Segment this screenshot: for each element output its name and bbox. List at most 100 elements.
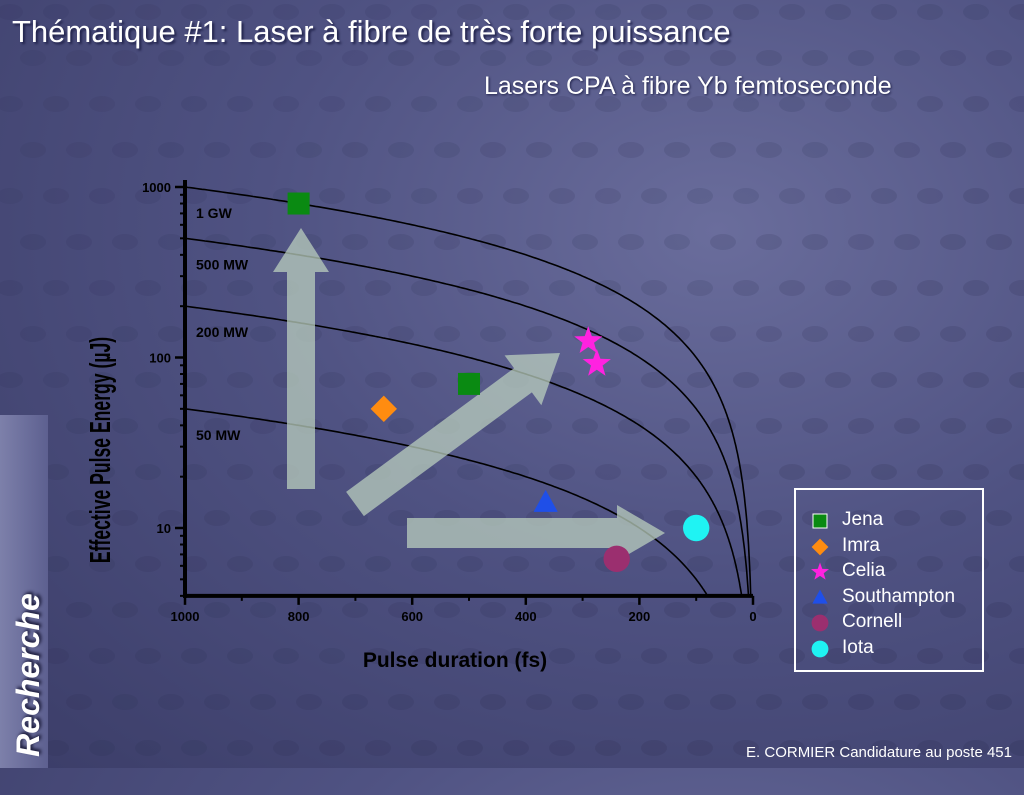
cornell-data-point	[603, 545, 630, 572]
y-tick-label: 1000	[142, 180, 171, 195]
background-dot	[618, 418, 644, 434]
background-dot	[365, 4, 391, 20]
background-dot	[687, 740, 713, 756]
background-dot	[89, 740, 115, 756]
background-dot	[710, 510, 736, 526]
background-dot	[480, 50, 506, 66]
background-dot	[411, 648, 437, 664]
background-dot	[687, 372, 713, 388]
background-dot	[135, 96, 161, 112]
background-dot	[342, 326, 368, 342]
iso-power-label: 500 MW	[196, 256, 249, 272]
background-dot	[848, 142, 874, 158]
background-dot	[825, 188, 851, 204]
background-dot	[342, 418, 368, 434]
background-dot	[250, 510, 276, 526]
southampton-legend-marker-icon	[812, 589, 828, 604]
jena-legend-symbol	[812, 513, 828, 529]
background-dot	[204, 142, 230, 158]
background-dot	[871, 648, 897, 664]
background-dot	[227, 4, 253, 20]
background-dot	[595, 4, 621, 20]
background-dot	[89, 372, 115, 388]
background-dot	[733, 280, 759, 296]
background-dot	[158, 694, 184, 710]
slide-title: Thématique #1: Laser à fibre de très for…	[12, 14, 731, 49]
background-dot	[687, 556, 713, 572]
iso-power-curve	[184, 305, 743, 596]
background-dot	[365, 740, 391, 756]
background-dot	[181, 188, 207, 204]
background-dot	[802, 602, 828, 618]
background-dot	[227, 556, 253, 572]
background-dot	[250, 142, 276, 158]
trend-arrows	[273, 228, 665, 561]
background-dot	[986, 510, 1012, 526]
vertical-trend-arrow	[273, 228, 329, 489]
background-dot	[388, 418, 414, 434]
background-dot	[503, 4, 529, 20]
background-dot	[710, 694, 736, 710]
legend-label: Cornell	[842, 611, 903, 632]
background-dot	[894, 326, 920, 342]
x-tick-label: 800	[288, 609, 310, 624]
background-dot	[158, 510, 184, 526]
background-dot	[227, 372, 253, 388]
background-dot	[158, 418, 184, 434]
background-dot	[595, 372, 621, 388]
background-dot	[457, 556, 483, 572]
background-dot	[710, 50, 736, 66]
background-dot	[756, 234, 782, 250]
background-dot	[388, 50, 414, 66]
background-dot	[641, 96, 667, 112]
background-dot	[641, 464, 667, 480]
background-dot	[411, 188, 437, 204]
background-dot	[135, 4, 161, 20]
background-dot	[710, 234, 736, 250]
background-dot	[986, 234, 1012, 250]
background-dot	[434, 234, 460, 250]
background-dot	[825, 4, 851, 20]
background-dot	[227, 188, 253, 204]
background-dot	[641, 188, 667, 204]
background-dot	[319, 740, 345, 756]
background-dot	[273, 556, 299, 572]
background-dot	[1009, 280, 1024, 296]
background-dot	[549, 188, 575, 204]
background-dot	[365, 556, 391, 572]
southampton-legend-symbol	[812, 589, 828, 604]
background-dot	[158, 602, 184, 618]
background-dot	[572, 234, 598, 250]
background-dot	[434, 326, 460, 342]
background-dot	[250, 234, 276, 250]
background-dot	[549, 96, 575, 112]
background-dot	[940, 694, 966, 710]
background-dot	[457, 648, 483, 664]
background-dot	[940, 234, 966, 250]
background-dot	[641, 280, 667, 296]
iso-power-label: 1 GW	[196, 205, 233, 221]
background-dot	[848, 326, 874, 342]
background-dot	[204, 50, 230, 66]
background-dot	[848, 510, 874, 526]
background-dot	[549, 280, 575, 296]
background-dot	[480, 142, 506, 158]
background-dot	[1009, 740, 1024, 756]
background-dot	[871, 280, 897, 296]
background-dot	[687, 464, 713, 480]
background-dot	[66, 694, 92, 710]
background-dot	[940, 326, 966, 342]
background-dot	[963, 188, 989, 204]
y-tick-label: 10	[157, 521, 171, 536]
background-dot	[549, 648, 575, 664]
background-dot	[549, 464, 575, 480]
footer-text: E. CORMIER Candidature au poste 451	[746, 744, 1012, 761]
background-dot	[0, 372, 23, 388]
background-dot	[66, 326, 92, 342]
background-dot	[1009, 648, 1024, 664]
background-dot	[779, 648, 805, 664]
background-dot	[135, 280, 161, 296]
background-dot	[894, 418, 920, 434]
background-dot	[43, 556, 69, 572]
background-dot	[66, 602, 92, 618]
